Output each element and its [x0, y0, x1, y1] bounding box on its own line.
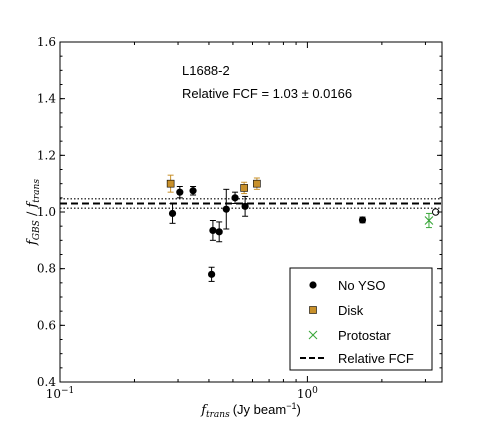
point-marker: [241, 202, 249, 210]
region-label: L1688-2: [182, 63, 230, 78]
y-tick-label: 1.2: [37, 148, 56, 162]
point-marker: [231, 194, 239, 202]
point-marker: [222, 205, 230, 213]
no-yso-point-2: [176, 186, 184, 199]
y-tick-label: 1.4: [37, 92, 56, 106]
fcf-annotation: Relative FCF = 1.03 ± 0.0166: [182, 86, 352, 101]
point-marker: [209, 226, 217, 235]
x-tick-label: 100: [297, 386, 318, 401]
point-marker: [358, 216, 367, 224]
legend-label-protostar: Protostar: [338, 328, 391, 343]
no-yso-point-8: [231, 191, 239, 204]
no-yso-point-7: [222, 188, 230, 230]
no-yso-point-3: [189, 186, 197, 196]
y-tick-label: 0.6: [37, 318, 56, 332]
no-yso-point-4: [208, 266, 216, 282]
disk-point-1: [166, 174, 175, 193]
y-tick-label: 0.8: [37, 262, 56, 276]
legend-marker-protostar: [308, 330, 318, 340]
point-marker: [253, 179, 261, 188]
legend-label-disk: Disk: [338, 303, 364, 318]
point-marker: [240, 184, 248, 192]
relative-fcf-lines: [60, 198, 442, 209]
legend-label-relative-fcf: Relative FCF: [338, 351, 414, 366]
y-axis-label: fGBS / ftrans: [25, 179, 42, 246]
no-yso-point-5: [209, 220, 217, 241]
disk-point-3: [253, 177, 261, 190]
y-tick-label: 1.6: [37, 35, 56, 49]
point-marker: [168, 209, 177, 218]
point-marker: [166, 179, 175, 188]
y-tick-label: 1.0: [37, 205, 56, 219]
no-yso-point-9: [241, 195, 249, 217]
point-marker: [176, 188, 184, 196]
x-tick-label: 10−1: [46, 386, 75, 401]
y-tick-label: 0.4: [37, 375, 56, 389]
legend: No YSO Disk Protostar Relative FCF: [289, 267, 433, 371]
point-marker: [215, 228, 223, 236]
protostar-point-1: [424, 212, 434, 229]
no-yso-point-6: [215, 221, 223, 243]
legend-marker-no-yso: [309, 281, 317, 289]
legend-label-no-yso: No YSO: [338, 278, 385, 293]
no-yso-point-10: [358, 216, 367, 224]
x-axis-label: ftrans (Jy beam−1): [200, 401, 301, 420]
point-marker: [208, 270, 216, 278]
point-marker: [189, 187, 197, 195]
data-points: [166, 174, 440, 282]
axis-ticks: 0.4 0.6 0.8 1.0 1.2 1.4 1.6 10−1 100: [37, 35, 442, 401]
no-yso-point-1: [168, 203, 177, 224]
disk-point-2: [240, 181, 248, 195]
point-marker: [424, 216, 434, 225]
legend-marker-disk: [309, 306, 317, 314]
